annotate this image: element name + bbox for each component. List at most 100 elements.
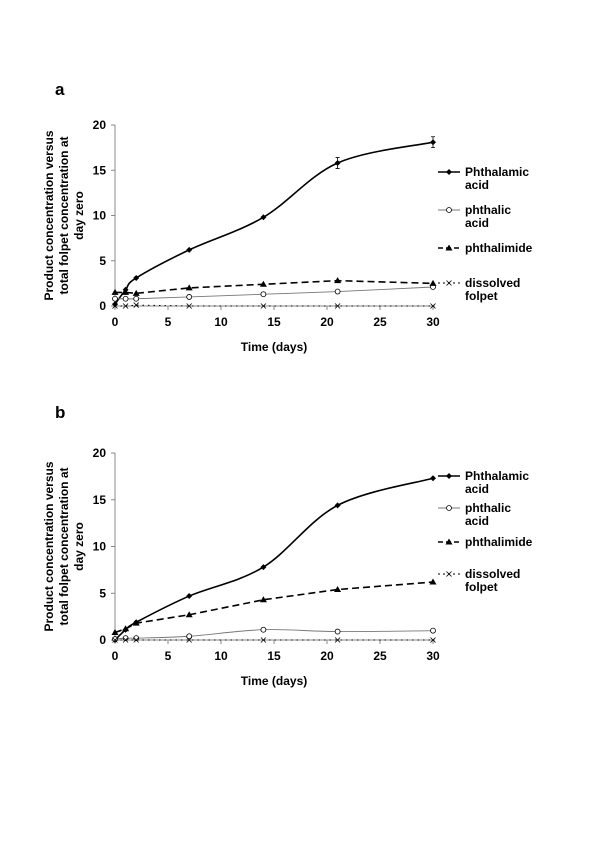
legend-label: phthalimide bbox=[465, 535, 533, 549]
data-point bbox=[186, 246, 193, 253]
legend-label: phthalimide bbox=[465, 241, 533, 255]
data-point bbox=[122, 295, 129, 302]
data-point bbox=[133, 635, 140, 642]
y-axis-label: Product concentration versustotal folpet… bbox=[42, 461, 86, 631]
x-tick-label: 5 bbox=[165, 315, 172, 329]
legend-label: phthalic bbox=[465, 203, 511, 217]
data-point bbox=[334, 277, 342, 284]
data-point bbox=[132, 619, 140, 626]
x-tick-label: 5 bbox=[165, 649, 172, 663]
y-axis-label-line: Product concentration versus bbox=[42, 130, 56, 300]
data-point bbox=[334, 637, 341, 643]
x-tick-label: 10 bbox=[214, 649, 228, 663]
series-line-phthalamic-acid bbox=[114, 477, 434, 641]
data-point bbox=[186, 637, 192, 643]
data-point bbox=[334, 303, 341, 309]
error-bar bbox=[335, 157, 340, 169]
chart-panel-b: b 0 5 10 15 20 0 5 10 15 20 25 30 Time (days) Product … bbox=[42, 403, 533, 688]
data-point bbox=[260, 637, 267, 643]
legend-marker bbox=[446, 169, 452, 175]
error-bar bbox=[431, 136, 435, 149]
legend-marker bbox=[446, 473, 452, 479]
data-point bbox=[260, 564, 267, 571]
y-tick-label: 0 bbox=[99, 299, 106, 313]
legend-marker bbox=[445, 538, 453, 545]
data-point bbox=[259, 596, 267, 603]
legend-marker bbox=[446, 280, 452, 286]
data-point bbox=[186, 294, 193, 300]
legend-label: Phthalamic bbox=[465, 469, 529, 483]
data-point bbox=[186, 633, 193, 640]
x-tick-label: 15 bbox=[267, 649, 281, 663]
data-point bbox=[260, 291, 267, 298]
data-point bbox=[260, 626, 267, 633]
data-point bbox=[112, 303, 118, 309]
legend-label: acid bbox=[465, 178, 489, 192]
x-tick-label: 0 bbox=[112, 315, 119, 329]
legend-label: dissolved bbox=[465, 567, 520, 581]
data-point bbox=[430, 637, 436, 643]
x-tick-label: 25 bbox=[373, 315, 387, 329]
data-point bbox=[334, 628, 341, 635]
x-tick-label: 20 bbox=[320, 315, 334, 329]
data-point bbox=[186, 593, 193, 600]
legend-marker bbox=[446, 207, 452, 213]
data-point bbox=[259, 280, 267, 287]
data-point bbox=[185, 284, 193, 291]
data-point bbox=[122, 637, 129, 643]
data-point bbox=[260, 214, 267, 221]
y-axis-label-line: Product concentration versus bbox=[42, 461, 56, 631]
y-axis-label-line: day zero bbox=[72, 191, 86, 240]
legend-label: dissolved bbox=[465, 276, 520, 290]
x-tick-label: 30 bbox=[426, 649, 440, 663]
data-point bbox=[430, 475, 436, 482]
data-point bbox=[133, 295, 140, 302]
data-point bbox=[111, 288, 119, 295]
data-point bbox=[111, 629, 119, 636]
legend-label: folpet bbox=[465, 580, 498, 594]
y-tick-label: 10 bbox=[93, 209, 107, 223]
panel-label: b bbox=[55, 403, 65, 422]
legend-label: acid bbox=[465, 482, 489, 496]
legend-label: Phthalamic bbox=[465, 165, 529, 179]
y-tick-label: 20 bbox=[93, 446, 107, 460]
data-point bbox=[133, 637, 139, 643]
data-point bbox=[122, 288, 130, 295]
legend-label: phthalic bbox=[465, 501, 511, 515]
legend-label: acid bbox=[465, 216, 489, 230]
legend-label: acid bbox=[465, 514, 489, 528]
x-tick-label: 0 bbox=[112, 649, 119, 663]
y-tick-label: 20 bbox=[93, 118, 107, 132]
data-point bbox=[334, 586, 342, 593]
data-point bbox=[185, 611, 193, 618]
series-line-phthalimide bbox=[115, 279, 434, 295]
legend-marker bbox=[446, 571, 452, 577]
chart-panel-a: a 0 5 10 15 20 0 5 10 15 20 25 30 Time (days) Product … bbox=[42, 80, 533, 354]
data-point bbox=[122, 625, 130, 632]
y-axis-label-line: day zero bbox=[72, 522, 86, 571]
x-tick-label: 15 bbox=[267, 315, 281, 329]
data-point bbox=[334, 502, 341, 509]
legend-label: folpet bbox=[465, 289, 498, 303]
data-point bbox=[429, 578, 437, 585]
x-tick-label: 20 bbox=[320, 649, 334, 663]
series-line-phthalic-acid bbox=[115, 286, 434, 300]
x-axis-label: Time (days) bbox=[241, 674, 307, 688]
x-tick-label: 30 bbox=[426, 315, 440, 329]
y-axis-label: Product concentration versustotal folpet… bbox=[42, 130, 86, 300]
data-point bbox=[334, 288, 341, 295]
data-point bbox=[133, 302, 139, 308]
y-tick-label: 0 bbox=[99, 633, 106, 647]
legend-marker bbox=[445, 244, 453, 251]
legend-marker bbox=[446, 505, 452, 511]
data-point bbox=[122, 635, 129, 642]
series-line-phthalamic-acid bbox=[114, 141, 434, 305]
y-tick-label: 5 bbox=[99, 254, 106, 268]
y-tick-label: 5 bbox=[99, 586, 106, 600]
data-point bbox=[260, 303, 267, 309]
x-tick-label: 10 bbox=[214, 315, 228, 329]
data-point bbox=[186, 303, 192, 309]
data-point bbox=[133, 274, 140, 281]
y-tick-label: 10 bbox=[93, 540, 107, 554]
